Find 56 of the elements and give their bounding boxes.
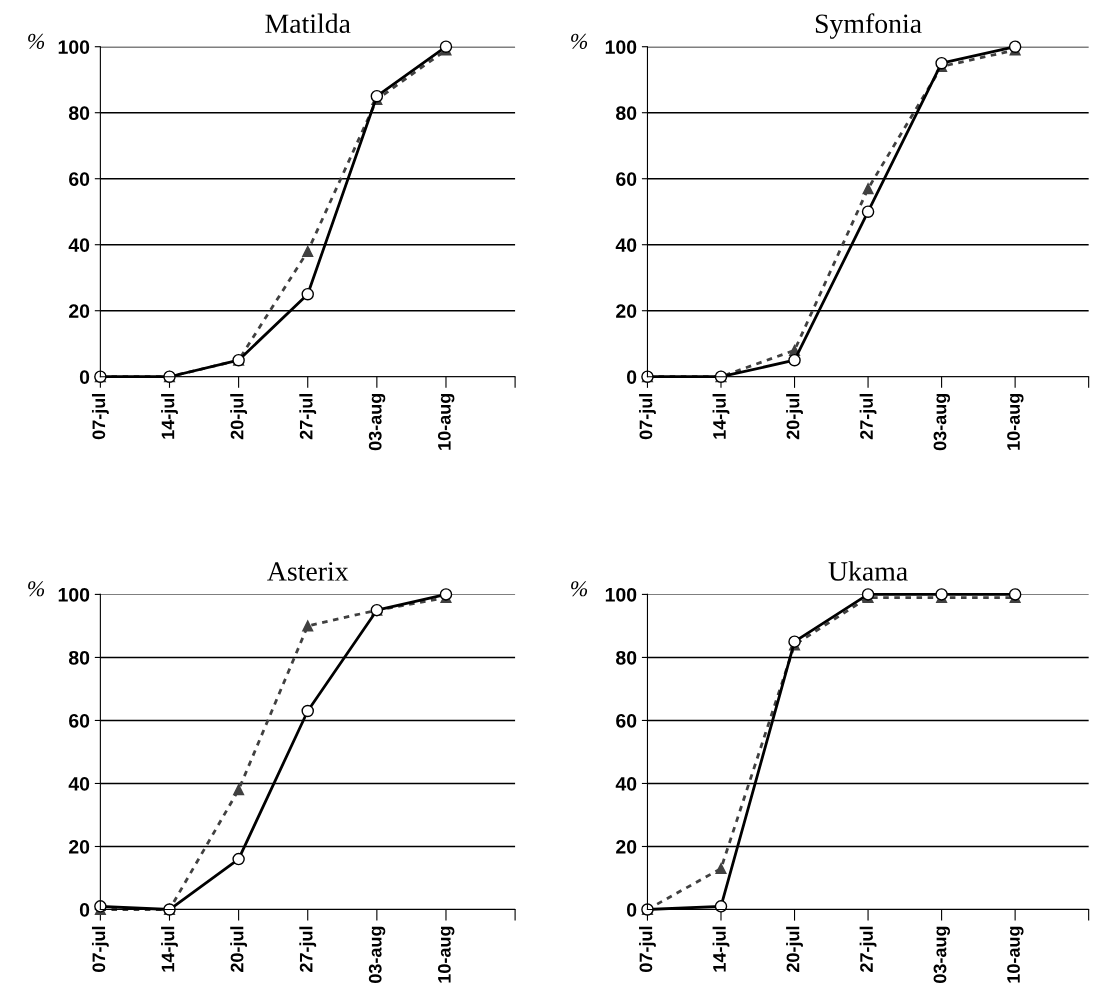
y-axis-title: % [28, 581, 45, 597]
chart-title: Symfonia [815, 13, 922, 39]
y-tick-label: 20 [69, 839, 90, 854]
y-tick-label: 20 [616, 839, 637, 854]
y-tick-label: 20 [616, 304, 637, 318]
y-tick-label: 40 [615, 776, 637, 791]
y-axis-title: % [571, 33, 588, 49]
x-tick-label: 14-jul [712, 926, 730, 972]
y-tick-label: 60 [69, 713, 90, 728]
y-tick-label: 60 [69, 172, 90, 186]
x-tick-label: 27-jul [859, 393, 877, 440]
y-tick-label: 60 [616, 172, 637, 186]
x-tick-label: 07-jul [639, 393, 656, 440]
y-tick-label: 0 [627, 902, 637, 917]
x-tick-label: 20-jul [230, 393, 248, 440]
x-tick-label: 10-aug [1007, 926, 1024, 983]
y-tick-label: 0 [79, 902, 90, 917]
y-tick-label: 100 [605, 40, 637, 54]
chart-title: Matilda [265, 13, 351, 34]
y-tick-label: 40 [68, 776, 90, 791]
chart-title: Ukama [828, 561, 908, 581]
x-tick-label: 07-jul [91, 393, 109, 440]
y-tick-label: 80 [616, 650, 637, 665]
x-tick-label: 20-jul [786, 926, 803, 973]
y-axis-title: % [571, 581, 588, 597]
x-tick-label: 20-jul [786, 393, 803, 440]
x-tick-label: 07-jul [91, 926, 109, 972]
x-tick-label: 10-aug [437, 393, 455, 450]
y-tick-label: 100 [58, 587, 90, 602]
x-tick-label: 14-jul [712, 393, 730, 439]
y-tick-label: 0 [627, 370, 637, 384]
x-tick-label: 27-jul [859, 926, 877, 973]
x-tick-label: 27-jul [299, 926, 317, 973]
y-tick-label: 60 [616, 713, 637, 728]
x-tick-label: 20-jul [230, 926, 248, 973]
y-tick-label: 100 [605, 587, 637, 602]
x-tick-label: 03-aug [933, 393, 951, 451]
y-tick-label: 80 [68, 650, 90, 665]
chart-title: Asterix [267, 562, 349, 581]
y-tick-label: 40 [615, 238, 637, 252]
x-tick-label: 07-jul [639, 926, 656, 972]
x-tick-label: 03-aug [368, 393, 386, 451]
x-tick-label: 10-aug [1007, 393, 1024, 450]
x-tick-label: 14-jul [161, 926, 178, 972]
y-tick-label: 20 [69, 304, 90, 318]
y-tick-label: 40 [68, 238, 90, 252]
y-tick-label: 80 [616, 106, 637, 120]
y-axis-title: % [28, 33, 45, 49]
y-tick-label: 100 [58, 40, 90, 54]
y-tick-label: 80 [68, 106, 90, 120]
x-tick-label: 03-aug [933, 926, 951, 983]
x-tick-label: 03-aug [368, 926, 386, 983]
x-tick-label: 10-aug [437, 926, 455, 983]
x-tick-label: 27-jul [299, 393, 317, 440]
x-tick-label: 14-jul [161, 393, 178, 439]
y-tick-label: 0 [79, 370, 90, 384]
